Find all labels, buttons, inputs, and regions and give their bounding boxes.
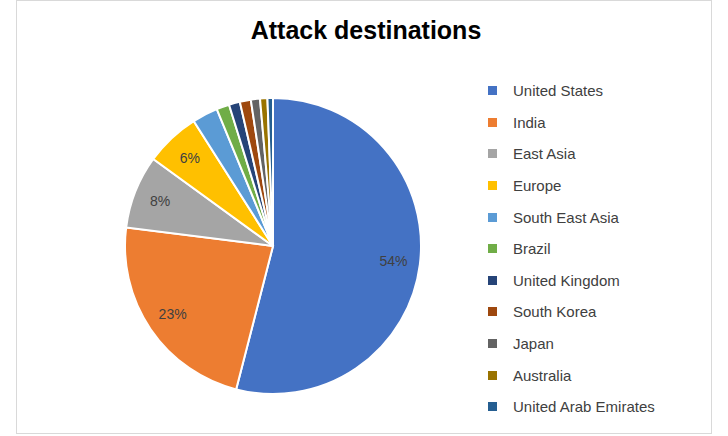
html-text:Europe: Europe: [513, 177, 562, 195]
html-text:India: India: [513, 113, 546, 131]
html-text:Brazil: Brazil: [513, 240, 551, 258]
html-text:Attack destinations: Attack destinations: [250, 16, 482, 44]
svg-text:6%: 6%: [180, 150, 200, 166]
html-text:United Arab Emirates: United Arab Emirates: [513, 398, 655, 416]
html-text:South Korea: South Korea: [513, 303, 597, 321]
svg-text:8%: 8%: [150, 193, 170, 209]
html-text:East Asia: East Asia: [513, 145, 576, 163]
html-text:South East Asia: South East Asia: [513, 208, 619, 226]
html-text:United Kingdom: United Kingdom: [513, 271, 620, 289]
html-text:Japan: Japan: [513, 335, 554, 352]
svg-text:54%: 54%: [379, 253, 407, 269]
html-text:Australia: Australia: [513, 366, 572, 384]
html-text:United States: United States: [513, 82, 604, 100]
svg-text:23%: 23%: [159, 306, 187, 322]
